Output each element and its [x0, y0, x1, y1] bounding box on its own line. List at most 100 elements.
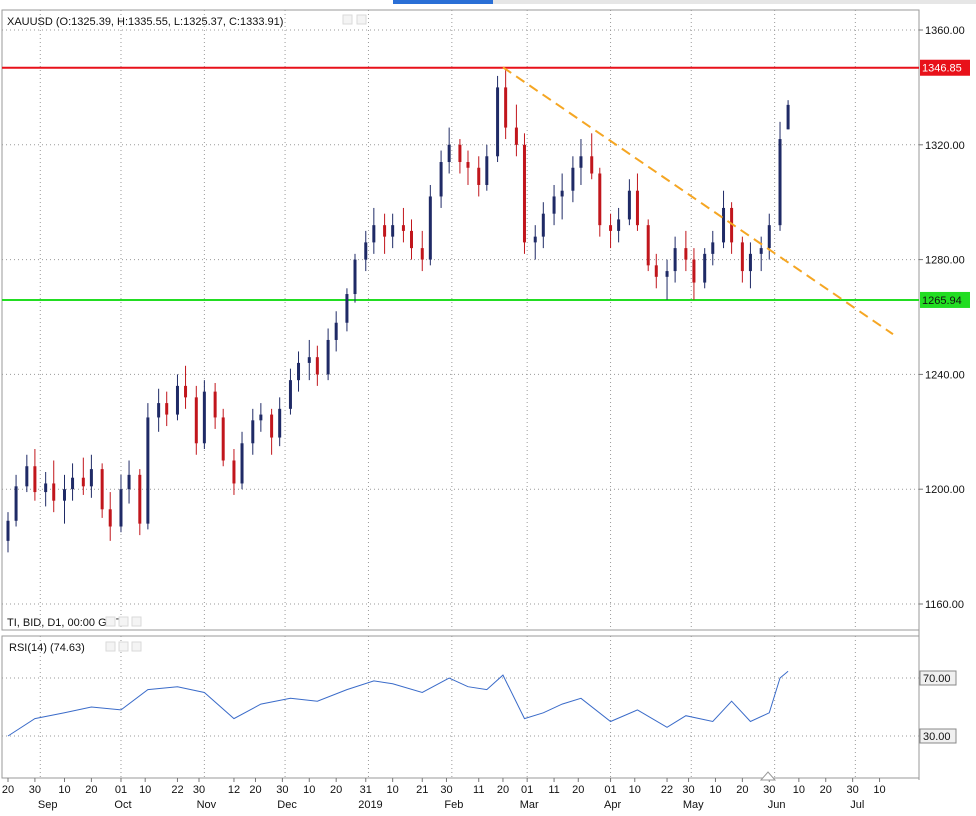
candle-bar [6, 512, 10, 553]
candle-body [522, 144, 526, 243]
candle-bar [288, 368, 292, 415]
candle-body [778, 139, 782, 226]
inactive-tab-indicator[interactable] [493, 0, 976, 4]
rsi-level-label: 30.00 [923, 731, 951, 743]
candle-body [627, 190, 631, 220]
active-tab-indicator[interactable] [393, 0, 493, 4]
day-tick-label: 11 [473, 784, 484, 796]
candle-body [353, 259, 357, 295]
candle-body [81, 477, 85, 487]
price-level-tag [920, 291, 970, 308]
rsi-level-tag: 70.00 [919, 670, 957, 686]
close-icon[interactable] [131, 616, 142, 627]
candle-bar [635, 173, 639, 231]
day-tick-label: 12 [228, 784, 240, 796]
day-tick-label: 10 [629, 784, 641, 796]
candle-bar [590, 133, 594, 180]
candle-bar [127, 460, 131, 504]
candle-bar [251, 408, 255, 455]
candle-bar [609, 213, 613, 249]
candle-bar [89, 454, 93, 498]
candle-bar [692, 248, 696, 300]
price-tick-label: 1320.00 [925, 140, 965, 152]
candle-bar [25, 454, 29, 493]
candle-bar [353, 253, 357, 303]
candle-bar [665, 259, 669, 300]
candle-bar [334, 311, 338, 352]
candle-body [71, 477, 75, 490]
hide-icon[interactable] [105, 616, 116, 627]
candle-body [635, 190, 639, 226]
day-tick-label: 22 [661, 784, 673, 796]
settings-icon[interactable] [356, 14, 367, 25]
chart-info-footer: TI, BID, D1, 00:00 GMT [7, 617, 123, 629]
day-tick-label: 10 [873, 784, 885, 796]
rsi-level-box [919, 728, 957, 744]
candle-bar [447, 127, 451, 174]
settings-icon[interactable] [118, 641, 129, 652]
candle-bar [778, 121, 782, 231]
candle-body [334, 322, 338, 340]
candle-body [722, 207, 726, 243]
day-tick-label: 10 [793, 784, 805, 796]
scroll-marker-icon[interactable] [759, 771, 777, 781]
rsi-level-box [919, 670, 957, 686]
candle-body [439, 162, 443, 197]
candle-body [221, 417, 225, 461]
month-label: May [683, 799, 704, 811]
candle-bar [184, 365, 188, 409]
candle-body [748, 253, 752, 272]
hide-icon[interactable] [105, 641, 116, 652]
candle-body [89, 469, 93, 487]
candle-body [485, 156, 489, 185]
candle-bar [420, 230, 424, 272]
candle-body [194, 397, 198, 444]
close-icon[interactable] [131, 641, 142, 652]
candle-bar [345, 288, 349, 332]
day-tick-label: 01 [521, 784, 533, 796]
day-tick-label: 01 [115, 784, 127, 796]
candle-bar [514, 104, 518, 157]
price-tick-label: 1240.00 [925, 369, 965, 381]
candle-bar [138, 469, 142, 536]
day-tick-label: 20 [572, 784, 584, 796]
candle-bar [409, 219, 413, 260]
candle-bar [383, 213, 387, 254]
candle-bar [33, 449, 37, 501]
candle-body [232, 460, 236, 484]
candle-bar [541, 202, 545, 249]
trendline-group[interactable] [502, 66, 894, 336]
candle-bar [571, 156, 575, 203]
rsi-line [7, 670, 789, 737]
candle-body [391, 225, 395, 237]
candle-body [504, 87, 508, 128]
candle-body [372, 225, 376, 243]
candle-body [740, 242, 744, 272]
candle-bar [194, 385, 198, 455]
collapse-icon[interactable] [342, 14, 353, 25]
candle-bar [748, 242, 752, 289]
candle-body [213, 391, 217, 418]
day-tick-label: 20 [736, 784, 748, 796]
candle-body [466, 162, 470, 168]
horizontal-levels[interactable]: 1346.85 1265.94 [2, 59, 970, 308]
rsi-panel-frame [1, 635, 920, 779]
candle-body [447, 144, 451, 163]
candles [6, 70, 790, 553]
candle-bar [560, 173, 564, 220]
candle-bar [401, 207, 405, 243]
candle-body [240, 443, 244, 484]
day-tick-label: 20 [2, 784, 14, 796]
month-label: Jul [850, 799, 864, 811]
day-tick-label: 30 [193, 784, 205, 796]
day-tick-label: 20 [497, 784, 509, 796]
settings-icon[interactable] [118, 616, 129, 627]
candle-bar [100, 463, 104, 518]
candle-body [477, 167, 481, 185]
candle-body [100, 469, 104, 510]
candle-body [52, 483, 56, 501]
trendline [502, 66, 894, 336]
candle-body [25, 466, 29, 487]
candle-bar [364, 230, 368, 272]
